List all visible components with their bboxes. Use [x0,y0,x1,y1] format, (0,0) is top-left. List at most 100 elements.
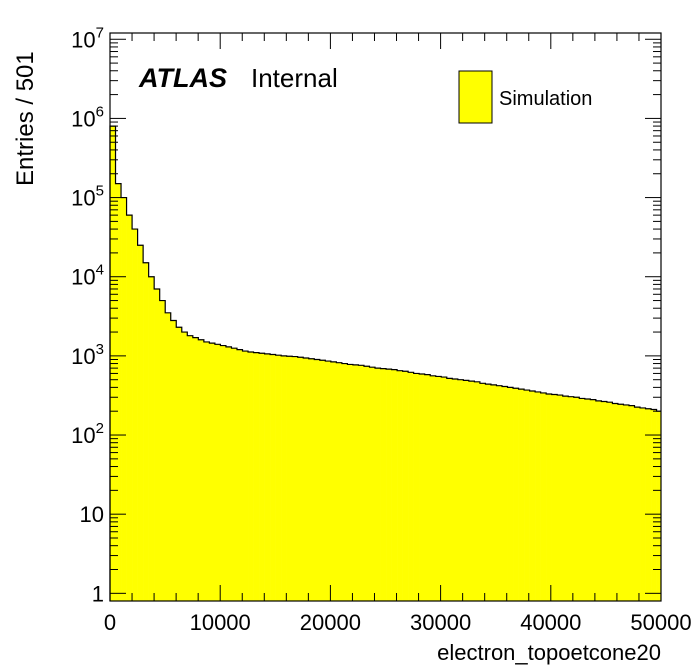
histogram-bar [264,353,271,601]
histogram-bar [132,229,138,601]
histogram-bar [501,386,508,601]
y-tick-label: 105 [71,183,104,211]
histogram-bar [341,363,348,601]
histogram-bar [325,361,332,601]
histogram-bar [275,355,282,601]
histogram-bar [192,337,199,601]
histogram-bar [352,364,359,601]
histogram-bar [402,371,409,601]
histogram-bar [231,348,238,601]
histogram-bar [568,396,575,601]
histogram-bar [485,384,492,601]
histogram-bar [623,404,630,601]
histogram-bar [281,355,287,601]
histogram-bar [391,369,398,601]
y-axis-ticks: 1 10 102 103 104 105 106 107 [71,24,661,606]
histogram-bar [187,335,194,601]
histogram-bar [606,402,613,601]
histogram-bar [121,197,127,601]
x-axis-ticks: 0 10000 20000 30000 40000 50000 [104,33,692,635]
histogram-bar [297,357,304,601]
histogram-bar [170,320,177,601]
histogram-bar [540,392,547,601]
histogram-bar [303,358,310,601]
histogram-bar [557,395,564,601]
histogram-bar [248,351,254,601]
histogram-bar [259,353,265,601]
histogram-bar [408,372,414,601]
histogram-bar [640,407,646,601]
histogram-bar [634,407,641,601]
histogram-bar [181,332,188,601]
histogram-bar [225,346,232,601]
y-tick-label: 10 [80,502,104,527]
histogram-bar [397,370,403,601]
histogram-bar [529,390,536,601]
histogram-bar [524,390,530,601]
histogram-bar [496,385,503,601]
histogram-bar [535,391,541,601]
histogram-bar [369,367,376,601]
histogram-bar [430,375,437,601]
x-tick-label: 20000 [300,610,361,635]
histogram-bar [628,405,635,601]
histogram-bar [159,300,166,601]
histogram-bar [424,374,431,601]
x-axis-label: electron_topoetcone20 [437,640,661,665]
histogram-bar [546,393,552,601]
histogram-bar [413,373,420,601]
y-tick-label: 104 [71,262,104,290]
histogram-bar [165,312,172,601]
histogram-bar [143,262,149,601]
histogram-bar [656,411,662,601]
histogram-bar [220,345,227,601]
histogram-bar [330,361,337,601]
histogram-bar [336,362,343,601]
histogram-bar [590,399,597,601]
histogram-bar [463,380,470,601]
x-tick-label: 0 [104,610,116,635]
histogram-bar [452,379,459,601]
histogram-bar [507,387,514,601]
histogram-bar [490,384,497,601]
histogram-bar [242,351,249,601]
histogram-bar [126,215,133,601]
histogram-bar [154,288,160,601]
histogram-bar [584,399,591,601]
histogram-outline [109,125,661,601]
y-tick-label: 1 [92,581,104,606]
histogram-bar [457,379,464,601]
histogram-bar [176,327,183,601]
legend-swatch [458,70,493,124]
histogram-bar [314,359,321,601]
plot-frame [109,32,662,602]
histogram-bar [651,409,657,601]
histogram-bar [435,376,442,601]
histogram-bar [419,374,425,601]
histogram-bar [446,378,453,601]
histogram-bar [617,404,624,601]
histogram-bar [612,403,619,601]
y-tick-label: 102 [71,420,104,448]
histogram-bar [474,381,481,601]
histogram-bar [363,366,370,601]
histogram-bar [386,369,392,601]
histogram-bar [203,341,210,601]
histogram-bar [551,394,558,601]
y-tick-label: 103 [71,341,104,369]
histogram-bar [236,349,243,601]
histogram-bar [441,377,448,601]
atlas-label: ATLAS [138,63,227,93]
histogram-bar [513,388,519,601]
status-label: Internal [251,63,338,93]
histogram-bar [253,352,260,601]
histogram-bar [601,401,608,601]
histogram-bar [645,408,652,601]
histogram-bar [270,354,276,601]
histogram-bar [380,368,387,601]
x-tick-label: 40000 [520,610,581,635]
histogram-bar [209,343,216,601]
y-tick-label: 106 [71,103,104,131]
legend-label: Simulation [499,88,593,110]
